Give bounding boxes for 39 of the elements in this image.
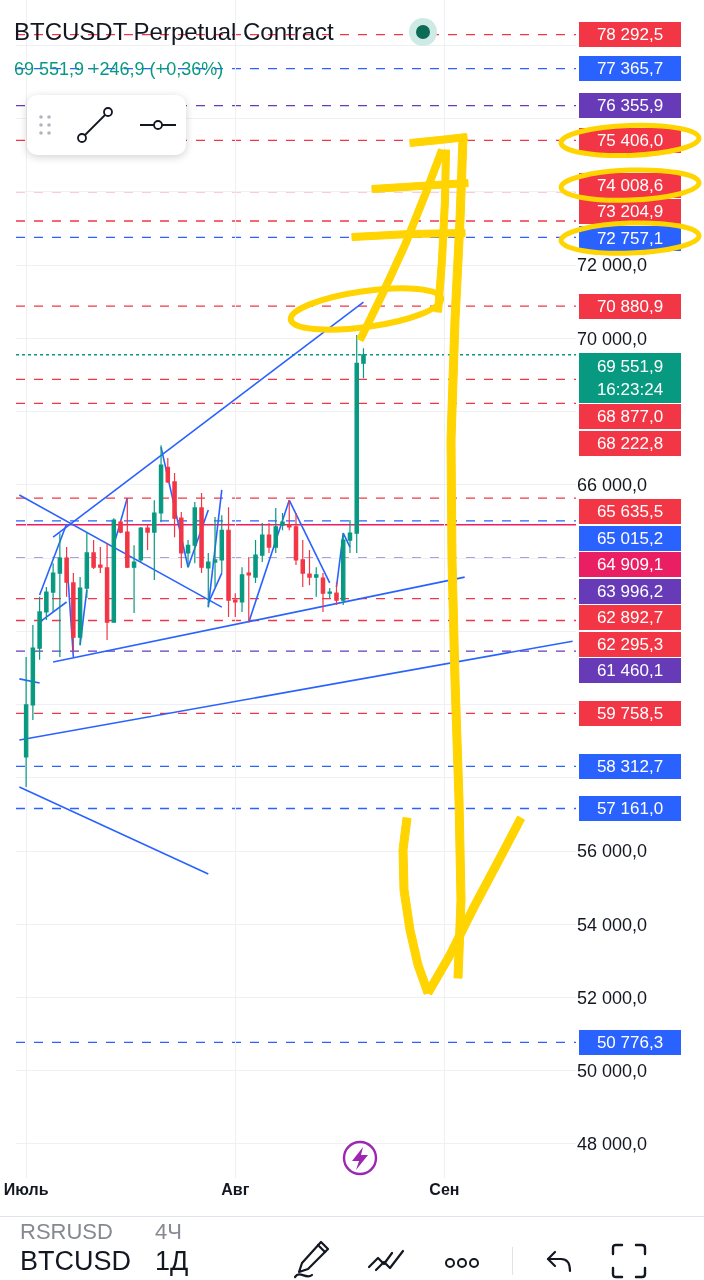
y-tick-label: 56 000,0 — [577, 841, 648, 862]
ref-line-label: 72 757,1 — [596, 229, 664, 248]
y-tick-label: 72 000,0 — [577, 255, 648, 276]
x-tick-label: Июль — [3, 1181, 49, 1198]
ref-line-label: 76 355,9 — [596, 96, 664, 115]
ref-line-label: 61 460,1 — [596, 661, 664, 680]
ref-line-label: 73 204,9 — [596, 202, 664, 221]
text: BTCUSD — [20, 1246, 132, 1276]
y-tick-label: 70 000,0 — [577, 328, 648, 349]
text: 1Д — [155, 1246, 189, 1276]
ref-line-label: 70 880,9 — [596, 297, 664, 316]
text: BTCUSDT Perpetual Contract — [14, 18, 335, 46]
ref-line-label: 62 892,7 — [596, 608, 664, 627]
y-tick-label: 66 000,0 — [577, 475, 648, 496]
ref-line-label: 64 909,1 — [596, 555, 664, 574]
ref-line-label: 62 295,3 — [596, 635, 664, 654]
ref-line-label: 57 161,0 — [596, 799, 664, 818]
y-tick-label: 54 000,0 — [577, 914, 648, 935]
ref-line-label: 65 635,5 — [596, 502, 664, 521]
x-tick-label: Сен — [429, 1181, 460, 1198]
ref-line-label: 69 551,9 16:23:24 — [596, 357, 664, 399]
ref-line-label: 78 292,5 — [596, 25, 664, 44]
ref-line-label: 63 996,2 — [596, 582, 664, 601]
ref-line-label: 59 758,5 — [596, 704, 664, 723]
y-tick-label: 52 000,0 — [577, 987, 648, 1008]
ref-line-label: 75 406,0 — [596, 131, 664, 150]
ref-line-label: 68 222,8 — [596, 434, 664, 453]
y-tick-label: 48 000,0 — [577, 1134, 648, 1155]
ref-line-label: 65 015,2 — [596, 529, 664, 548]
ref-line-label: 50 776,3 — [596, 1033, 664, 1052]
ref-line-label: 77 365,7 — [596, 59, 664, 78]
ref-line-label: 68 877,0 — [596, 407, 664, 426]
x-tick-label: Авг — [221, 1181, 250, 1198]
text: RSRUSD — [20, 1219, 113, 1244]
text: 4Ч — [155, 1219, 182, 1244]
ref-line-label: 74 008,6 — [596, 176, 664, 195]
ref-line-label: 58 312,7 — [596, 757, 664, 776]
y-tick-label: 50 000,0 — [577, 1061, 648, 1082]
text: 69 551,9 +246,9 (+0,36%) — [14, 59, 224, 79]
